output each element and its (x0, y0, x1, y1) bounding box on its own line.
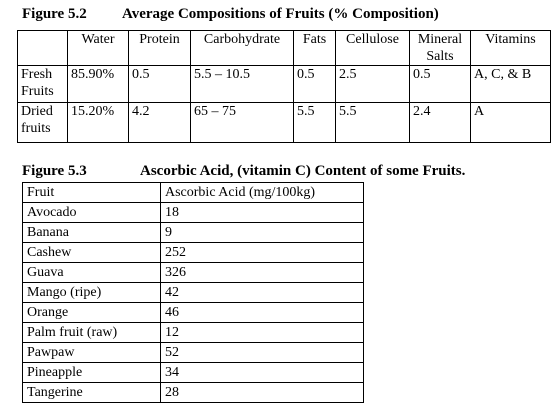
table-row: Avocado 18 (22, 202, 364, 223)
header-cell (17, 30, 68, 66)
table-row: Orange 46 (22, 302, 364, 323)
table-cell: 34 (160, 362, 364, 383)
table-cell: 52 (160, 342, 364, 363)
table-cell: 326 (160, 262, 364, 283)
table-cell: 2.4 (409, 102, 471, 143)
table-cell: Palm fruit (raw) (22, 322, 161, 343)
header-cell: Ascorbic Acid (mg/100kg) (160, 182, 364, 203)
table-cell: Banana (22, 222, 161, 243)
table-row: Cashew 252 (22, 242, 364, 263)
ascorbic-table: Fruit Ascorbic Acid (mg/100kg) Avocado 18 Ba… (22, 182, 364, 403)
figure-caption: Figure 5.3 Ascorbic Acid, (vitamin C) Con… (22, 163, 465, 180)
table-cell: 65 – 75 (190, 102, 294, 143)
figure-caption: Figure 5.2 Average Compositions of Fruits… (22, 6, 439, 23)
header-cell: Water (67, 30, 129, 66)
table-cell: 5.5 – 10.5 (190, 65, 294, 103)
table-row: Pawpaw 52 (22, 342, 364, 363)
table-cell: 18 (160, 202, 364, 223)
table-cell: Guava (22, 262, 161, 283)
table-cell: 46 (160, 302, 364, 323)
header-cell: Mineral Salts (409, 30, 471, 66)
table-row: Banana 9 (22, 222, 364, 243)
table-cell: 5.5 (293, 102, 336, 143)
table-cell: A (470, 102, 551, 143)
table-row: Pineapple 34 (22, 362, 364, 383)
table-row: Dried fruits 15.20% 4.2 65 – 75 5.5 5.5 2.4 A (17, 102, 551, 143)
table-cell: 9 (160, 222, 364, 243)
header-cell: Carbohydrate (190, 30, 294, 66)
header-cell: Fats (293, 30, 336, 66)
header-cell: Fruit (22, 182, 161, 203)
table-cell: 5.5 (335, 102, 410, 143)
table-cell: 0.5 (128, 65, 191, 103)
table-cell: 15.20% (67, 102, 129, 143)
table-cell: 42 (160, 282, 364, 303)
header-cell: Vitamins (470, 30, 551, 66)
figure-title: Ascorbic Acid, (vitamin C) Content of so… (140, 163, 466, 179)
table-cell: 252 (160, 242, 364, 263)
table-cell: Avocado (22, 202, 161, 223)
header-cell: Protein (128, 30, 191, 66)
table-cell: Pineapple (22, 362, 161, 383)
table-cell: Pawpaw (22, 342, 161, 363)
figure-label: Figure 5.2 (22, 6, 87, 22)
table-cell: Fresh Fruits (17, 65, 68, 103)
table-row: Tangerine 28 (22, 382, 364, 403)
header-row: Water Protein Carbohydrate Fats Cellulose Min… (17, 30, 551, 66)
table-cell: Cashew (22, 242, 161, 263)
table-row: Mango (ripe) 42 (22, 282, 364, 303)
table-row: Guava 326 (22, 262, 364, 283)
table-cell: 12 (160, 322, 364, 343)
table-cell: 0.5 (293, 65, 336, 103)
table-cell: Mango (ripe) (22, 282, 161, 303)
header-row: Fruit Ascorbic Acid (mg/100kg) (22, 182, 364, 203)
table-cell: Tangerine (22, 382, 161, 403)
table-cell: 2.5 (335, 65, 410, 103)
table-row: Palm fruit (raw) 12 (22, 322, 364, 343)
figure-title: Average Compositions of Fruits (% Compos… (122, 6, 439, 22)
composition-table: Water Protein Carbohydrate Fats Cellulose Min… (17, 30, 551, 143)
figure-label: Figure 5.3 (22, 163, 87, 179)
table-cell: Dried fruits (17, 102, 68, 143)
table-cell: 0.5 (409, 65, 471, 103)
table-row: Fresh Fruits 85.90% 0.5 5.5 – 10.5 0.5 2.5 0.5… (17, 65, 551, 103)
table-cell: A, C, & B (470, 65, 551, 103)
table-cell: 28 (160, 382, 364, 403)
table-cell: 85.90% (67, 65, 129, 103)
table-cell: 4.2 (128, 102, 191, 143)
table-cell: Orange (22, 302, 161, 323)
header-cell: Cellulose (335, 30, 410, 66)
